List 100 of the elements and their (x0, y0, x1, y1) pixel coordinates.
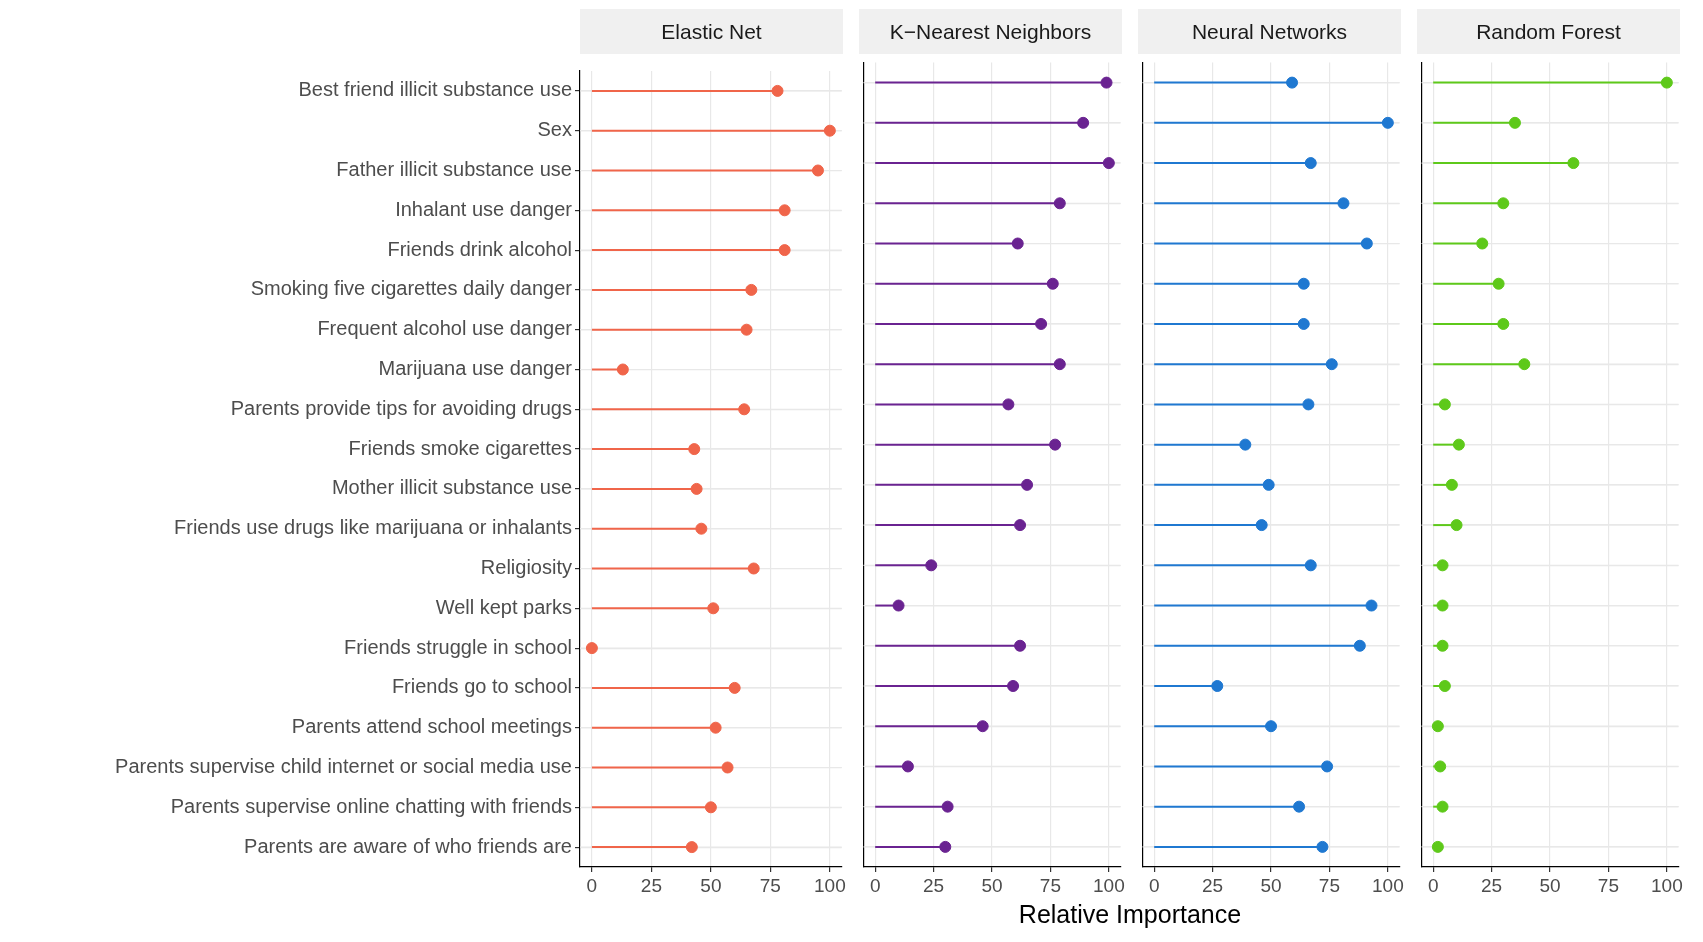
x-tick-label: 0 (1427, 874, 1439, 896)
point (1014, 519, 1027, 532)
point (1239, 438, 1252, 451)
y-tick-label: Parents supervise online chatting with friends (170, 794, 572, 817)
y-tick-label: Parents provide tips for avoiding drugs (230, 396, 572, 419)
point (1286, 76, 1299, 89)
point (939, 840, 952, 853)
x-tick-label: 0 (586, 874, 598, 896)
point (1431, 840, 1444, 853)
point (1567, 157, 1580, 170)
point (1438, 679, 1451, 692)
x-tick-label: 25 (923, 874, 945, 896)
y-tick-label: Friends go to school (391, 675, 572, 698)
point (1100, 76, 1113, 89)
y-tick-label: Friends smoke cigarettes (348, 436, 572, 459)
point (1436, 800, 1449, 813)
y-tick-label: Best friend illicit substance use (298, 78, 572, 101)
x-tick-label: 100 (1372, 874, 1404, 896)
point (1476, 237, 1489, 250)
x-tick-label: 50 (700, 874, 722, 896)
point (1262, 478, 1275, 491)
point (728, 681, 741, 694)
y-tick-label: Mother illicit substance use (331, 476, 572, 499)
point (1452, 438, 1465, 451)
point (1337, 197, 1350, 210)
point (1304, 157, 1317, 170)
point (747, 562, 760, 575)
point (1021, 478, 1034, 491)
y-tick-label: Smoking five cigarettes daily danger (250, 277, 573, 300)
point (778, 244, 791, 257)
x-tick-label: 50 (981, 874, 1003, 896)
point (823, 124, 836, 137)
point (1438, 398, 1451, 411)
point (1434, 760, 1447, 773)
point (1492, 277, 1505, 290)
point (1508, 116, 1521, 129)
x-tick-label: 50 (1539, 874, 1561, 896)
point (941, 800, 954, 813)
x-axis-title: Relative Importance (1017, 900, 1243, 929)
point (1497, 197, 1510, 210)
x-tick-label: 100 (814, 874, 846, 896)
y-tick-label: Well kept parks (435, 595, 572, 618)
point (892, 599, 905, 612)
point (1211, 679, 1224, 692)
point (1297, 277, 1310, 290)
chart-title: K−Nearest Neighbors (859, 9, 1122, 54)
x-tick-label: 75 (1597, 874, 1620, 896)
point (1255, 519, 1268, 532)
point (695, 522, 708, 535)
y-tick-label: Inhalant use danger (395, 197, 573, 220)
y-tick-label: Parents supervise child internet or social media use (115, 755, 572, 778)
chart-title: Neural Networks (1138, 9, 1401, 54)
x-tick-label: 25 (1481, 874, 1503, 896)
y-tick-label: Parents attend school meetings (291, 715, 572, 738)
point (976, 720, 989, 733)
point (1436, 559, 1449, 572)
point (745, 283, 758, 296)
point (1293, 800, 1306, 813)
y-tick-label: Friends struggle in school (344, 635, 572, 658)
x-tick-label: 100 (1093, 874, 1125, 896)
point (1445, 478, 1458, 491)
point (1316, 840, 1329, 853)
y-tick-label: Father illicit substance use (336, 158, 572, 181)
point (1011, 237, 1024, 250)
x-tick-label: 50 (1260, 874, 1282, 896)
x-tick-label: 75 (1318, 874, 1341, 896)
point (811, 164, 824, 177)
x-tick-label: 100 (1651, 874, 1683, 896)
point (1353, 639, 1366, 652)
point (1297, 317, 1310, 330)
point (585, 642, 598, 655)
y-tick-label: Marijuana use danger (378, 357, 573, 380)
point (738, 403, 751, 416)
point (616, 363, 629, 376)
point (685, 841, 698, 854)
point (1053, 358, 1066, 371)
point (1014, 639, 1027, 652)
point (1049, 438, 1062, 451)
point (771, 84, 784, 97)
point (1002, 398, 1015, 411)
point (1321, 760, 1334, 773)
point (1431, 720, 1444, 733)
point (1381, 116, 1394, 129)
y-tick-label: Sex (537, 118, 572, 141)
x-tick-label: 75 (1039, 874, 1062, 896)
point (1053, 197, 1066, 210)
chart-title: Random Forest (1417, 9, 1680, 54)
point (1077, 116, 1090, 129)
y-tick-label: Friends use drugs like marijuana or inhalants (174, 516, 572, 539)
x-tick-label: 0 (869, 874, 881, 896)
point (1046, 277, 1059, 290)
y-tick-label: Religiosity (480, 556, 572, 579)
x-tick-label: 0 (1148, 874, 1160, 896)
point (690, 482, 703, 495)
point (707, 602, 720, 615)
y-tick-label: Parents are aware of who friends are (244, 834, 572, 857)
point (1497, 317, 1510, 330)
x-tick-label: 75 (759, 874, 781, 896)
point (1265, 720, 1278, 733)
point (1325, 358, 1338, 371)
